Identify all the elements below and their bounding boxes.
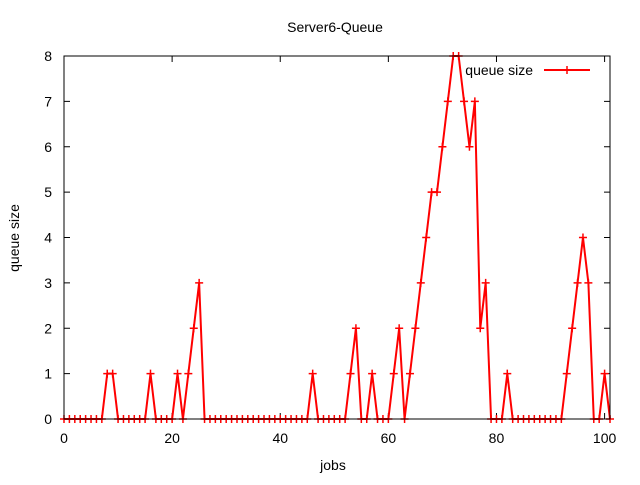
y-tick-label: 4	[44, 230, 52, 246]
data-point	[368, 369, 377, 378]
data-point	[470, 97, 479, 106]
x-tick-label: 20	[164, 430, 180, 446]
data-point	[578, 233, 587, 242]
data-point	[405, 369, 414, 378]
data-point	[568, 324, 577, 333]
x-tick-label: 60	[381, 430, 397, 446]
data-point	[308, 369, 317, 378]
y-tick-label: 7	[44, 93, 52, 109]
data-point	[465, 142, 474, 151]
y-tick-label: 3	[44, 275, 52, 291]
legend-marker	[563, 66, 571, 74]
legend-label: queue size	[465, 62, 533, 78]
x-tick-label: 0	[60, 430, 68, 446]
x-tick-label: 80	[489, 430, 505, 446]
data-point	[460, 97, 469, 106]
data-point	[422, 233, 431, 242]
y-tick-label: 8	[44, 48, 52, 64]
y-tick-label: 0	[44, 411, 52, 427]
y-tick-label: 1	[44, 366, 52, 382]
data-point	[573, 278, 582, 287]
data-point	[433, 188, 442, 197]
data-point	[195, 278, 204, 287]
y-axis-label: queue size	[6, 204, 22, 272]
x-axis-label: jobs	[319, 457, 346, 473]
data-point	[346, 369, 355, 378]
y-tick-label: 6	[44, 139, 52, 155]
data-point	[438, 142, 447, 151]
data-point	[173, 369, 182, 378]
data-point	[476, 324, 485, 333]
data-point	[600, 369, 609, 378]
data-point	[411, 324, 420, 333]
data-point	[395, 324, 404, 333]
data-point	[416, 278, 425, 287]
data-point	[562, 369, 571, 378]
legend: queue size	[465, 62, 590, 78]
y-tick-label: 5	[44, 184, 52, 200]
plot-frame	[63, 55, 611, 420]
data-point	[443, 97, 452, 106]
data-point	[184, 369, 193, 378]
data-point	[189, 324, 198, 333]
y-tick-label: 2	[44, 320, 52, 336]
data-point	[389, 369, 398, 378]
x-tick-label: 100	[593, 430, 617, 446]
data-point	[503, 369, 512, 378]
chart-title: Server6-Queue	[287, 19, 383, 35]
data-point	[584, 278, 593, 287]
data-point	[108, 369, 117, 378]
data-point	[146, 369, 155, 378]
x-tick-label: 40	[272, 430, 288, 446]
data-point	[481, 278, 490, 287]
data-point	[351, 324, 360, 333]
